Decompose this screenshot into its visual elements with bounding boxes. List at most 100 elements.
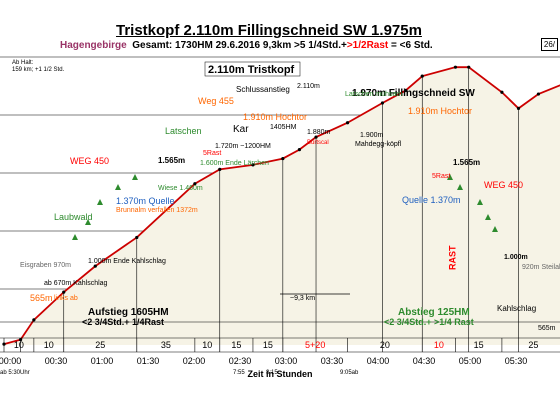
segment-time: 10 (44, 340, 54, 350)
annotation-hochtor_l: 1.910m Hochtor (243, 112, 307, 122)
tree-icon (115, 184, 121, 190)
segment-time: 35 (161, 340, 171, 350)
annotation-aufstieg: Aufstieg 1605HM (88, 307, 169, 318)
x-tick-label: 04:00 (367, 356, 390, 366)
profile-area (4, 67, 560, 345)
x-tick-label: 02:30 (229, 356, 252, 366)
annotation-eisgraben: Eisgraben 970m (20, 262, 71, 269)
profile-point (467, 65, 471, 69)
annotation-kar: Kar (233, 124, 249, 135)
profile-point (62, 290, 66, 294)
annotation-t755: 7:55 (233, 370, 245, 376)
annotation-burtscal: Burtscal (307, 140, 329, 146)
annotation-wiese: Wiese 1.460m (158, 185, 203, 192)
annotation-latschen_l: Latschen (165, 126, 202, 136)
annotation-fillingschneid: 1.970m Fillingschneid SW (352, 88, 475, 99)
profile-point (218, 167, 222, 171)
profile-point (500, 90, 504, 94)
annotation-w450l: WEG 450 (70, 156, 109, 166)
profile-point (135, 235, 139, 240)
chart-title: Tristkopf 2.110m Fillingschneid SW 1.975… (116, 22, 422, 39)
annotation-p1000r: 1.000m (504, 254, 528, 261)
x-tick-label: 02:00 (183, 356, 206, 366)
subtitle-total: Gesamt: 1730HM 29.6.2016 9,3km >5 1/4Std… (132, 40, 347, 51)
annotation-laubwald: Laubwald (54, 212, 93, 222)
annotation-p1565r: 1.565m (453, 158, 480, 167)
profile-point (536, 92, 541, 96)
annotation-schluss: Schlussanstieg (236, 85, 290, 94)
tree-icon (477, 199, 483, 205)
segment-time: 15 (231, 340, 241, 350)
annotation-abstieg: Abstieg 125HM (398, 307, 470, 318)
tree-icon (485, 214, 491, 220)
segment-time: 20 (380, 340, 390, 350)
x-tick-label: 00:00 (0, 356, 21, 366)
segment-time: 10 (434, 340, 444, 350)
rast-label: RAST (447, 245, 457, 270)
annotation-aufstieg_time: <2 3/4Std.+ 1/4Rast (82, 317, 164, 327)
profile-point (420, 74, 424, 78)
annotation-hochtor_r: 1.910m Hochtor (408, 106, 472, 116)
annotation-p1405: 1405HM (270, 124, 297, 131)
annotation-w455: Weg 455 (198, 96, 234, 106)
annotation-t_start: ab 5:30Uhr (0, 370, 30, 376)
profile-point (516, 106, 521, 110)
annotation-links: links ab (54, 295, 78, 302)
tree-icon (132, 174, 138, 180)
tree-icon (447, 174, 453, 180)
segment-time: 15 (474, 340, 484, 350)
profile-point (314, 135, 318, 139)
tree-icon (85, 219, 91, 225)
annotation-brunnalm: Brunnalm verfallen 1372m (116, 207, 198, 214)
profile-point (404, 88, 408, 93)
x-tick-label: 01:30 (137, 356, 160, 366)
x-tick-label: 03:00 (275, 356, 298, 366)
annotation-e1720: 1.720m ~1200HM (215, 143, 271, 150)
annotation-kahlschlag_l: 1.000m Ende Kahlschlag (88, 258, 166, 265)
annotation-kahlschlag_r: Kahlschlag (497, 304, 536, 313)
annotation-lerchen: 1.600m Ende Lärchen (200, 160, 269, 167)
tree-icon (492, 226, 498, 232)
profile-point (345, 121, 350, 125)
annotation-bus: 159 km; +1 1/2 Std. (12, 67, 65, 73)
segment-time: 25 (528, 340, 538, 350)
annotation-abstieg_time: <2 3/4Std.+ >1/4 Rast (384, 317, 474, 327)
tree-icon (97, 199, 103, 205)
annotation-p1880: 1.880m (307, 129, 331, 136)
x-axis-label: Zeit in Stunden (248, 369, 313, 379)
tree-icon (72, 234, 78, 240)
annotation-mahdegg: Mahdegg-köpfl (355, 141, 402, 148)
annotation-quelle_r: Quelle 1.370m (402, 195, 461, 205)
profile-point (93, 264, 97, 268)
profile-point (251, 163, 255, 167)
peak-box (204, 61, 301, 77)
annotation-p565l: 565m (30, 293, 53, 303)
annotation-w450r: WEG 450 (484, 180, 523, 190)
annotation-big_title: 2.110m Tristkopf (208, 64, 295, 76)
annotation-p670: ab 670m Kahlschlag (44, 280, 108, 287)
tree-icon (457, 184, 463, 190)
profile-line (3, 66, 560, 345)
annotation-t905: 9:05ab (340, 370, 359, 376)
annotation-p2110: 2.110m (297, 83, 320, 90)
segment-time: 10 (14, 340, 24, 350)
segment-time: 15 (263, 340, 273, 350)
x-tick-label: 01:00 (91, 356, 114, 366)
profile-point (193, 182, 197, 186)
annotation-rast_small_r: 5Rast (432, 173, 450, 180)
annotation-p1900: 1.900m (360, 132, 384, 139)
profile-point (32, 318, 36, 322)
annotation-dist: ~9,3 km (290, 295, 315, 302)
subtitle-end: = <6 Std. (388, 40, 433, 51)
segment-time: 5+20 (305, 340, 325, 350)
corner-label: 26/ (540, 38, 558, 51)
annotation-t815: 8:15 (266, 370, 278, 376)
subtitle-rast: >1/2Rast (346, 40, 389, 51)
x-tick-label: 05:30 (505, 356, 528, 366)
x-tick-label: 04:30 (413, 356, 436, 366)
profile-point (297, 148, 302, 152)
annotation-p1565l: 1.565m (158, 156, 185, 165)
annotation-latschen_r: Latschen mühsam (345, 91, 402, 98)
segment-time: 10 (202, 340, 212, 350)
